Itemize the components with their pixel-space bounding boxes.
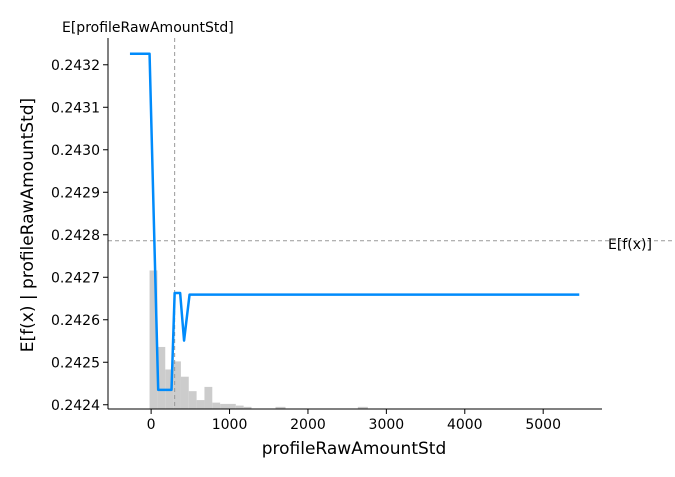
y-tick-label: 0.2431 [51, 100, 100, 116]
x-tick-label: 5000 [525, 417, 561, 433]
expected-value-label: E[f(x)] [608, 237, 652, 253]
expected-feature-label: E[profileRawAmountStd] [62, 20, 234, 36]
histogram-bar [212, 402, 221, 409]
y-ticks: 0.2424 0.2425 0.2426 0.2427 0.2428 0.2429 0.24… [51, 58, 108, 414]
y-tick-label: 0.2429 [51, 185, 100, 201]
y-tick-label: 0.2424 [51, 398, 100, 414]
y-tick-label: 0.2430 [51, 143, 100, 159]
histogram-bar [243, 406, 252, 409]
histogram-bar [180, 376, 189, 409]
histogram-bar [275, 406, 286, 409]
x-tick-label: 2000 [290, 417, 326, 433]
histogram-bar [188, 391, 197, 409]
x-tick-label: 3000 [369, 417, 405, 433]
histogram-bar [357, 406, 368, 409]
y-tick-label: 0.2425 [51, 355, 100, 371]
x-axis-label: profileRawAmountStd [262, 439, 447, 459]
histogram-bar [149, 270, 158, 409]
histogram-bar [235, 405, 244, 409]
x-ticks: 0 1000 2000 3000 4000 5000 [147, 409, 561, 433]
histogram-bar [220, 403, 228, 409]
y-axis-label: E[f(x) | profileRawAmountStd] [18, 98, 38, 352]
histogram-bar [227, 403, 236, 409]
x-tick-label: 4000 [447, 417, 483, 433]
y-tick-label: 0.2427 [51, 270, 100, 286]
histogram-bar [173, 361, 181, 409]
histogram-bar [196, 400, 205, 409]
histogram [149, 270, 368, 409]
x-tick-label: 1000 [212, 417, 248, 433]
histogram-bar [204, 386, 213, 409]
partial-dependence-line [129, 52, 580, 392]
y-tick-label: 0.2426 [51, 313, 100, 329]
y-tick-label: 0.2428 [51, 228, 100, 244]
histogram-bar [157, 346, 166, 409]
x-tick-label: 0 [147, 417, 156, 433]
y-tick-label: 0.2432 [51, 58, 100, 74]
